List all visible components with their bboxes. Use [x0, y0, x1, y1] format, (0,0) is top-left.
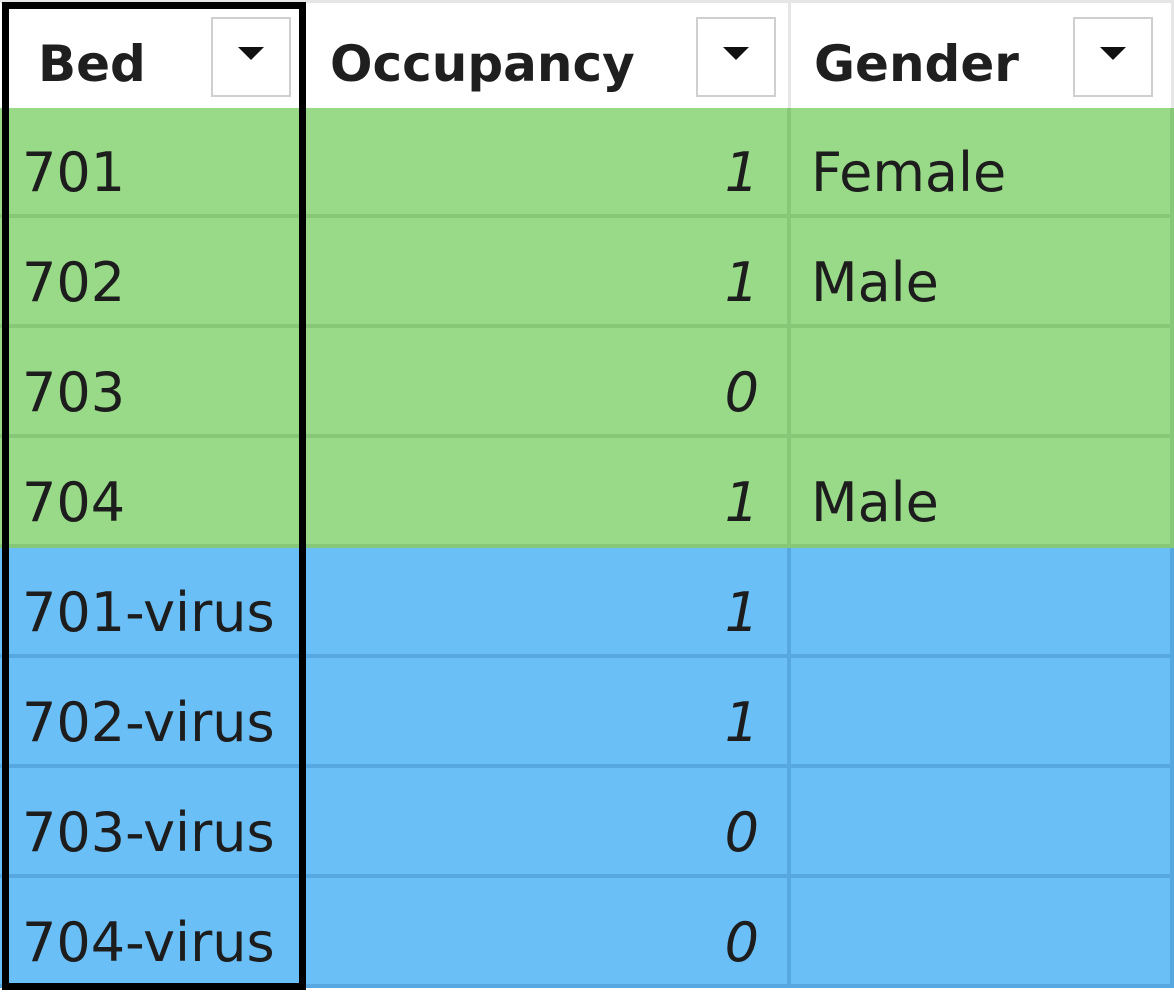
column-header-bed-label: Bed: [38, 35, 146, 93]
bed-cell[interactable]: 702: [0, 218, 305, 328]
occupancy-cell[interactable]: 0: [305, 328, 791, 438]
gender-filter-button[interactable]: [1073, 17, 1153, 97]
bed-value: 703-virus: [22, 801, 275, 864]
occupancy-cell[interactable]: 1: [305, 658, 791, 768]
column-header-gender[interactable]: Gender: [791, 0, 1174, 108]
gender-value: Male: [811, 251, 939, 314]
dropdown-triangle-icon: [1100, 47, 1126, 60]
occupancy-value: 1: [724, 691, 759, 754]
gender-value: Female: [811, 141, 1007, 204]
bed-cell[interactable]: 704: [0, 438, 305, 548]
bed-cell[interactable]: 703: [0, 328, 305, 438]
dropdown-triangle-icon: [723, 47, 749, 60]
gender-cell[interactable]: [791, 658, 1174, 768]
gender-cell[interactable]: [791, 878, 1174, 988]
column-header-gender-label: Gender: [814, 35, 1019, 93]
occupancy-cell[interactable]: 1: [305, 548, 791, 658]
occupancy-cell[interactable]: 1: [305, 108, 791, 218]
gender-cell[interactable]: Male: [791, 438, 1174, 548]
occupancy-value: 1: [724, 141, 759, 204]
occupancy-value: 0: [724, 361, 759, 424]
occupancy-value: 0: [724, 801, 759, 864]
occupancy-value: 1: [724, 471, 759, 534]
bed-cell[interactable]: 701-virus: [0, 548, 305, 658]
bed-value: 702: [22, 251, 126, 314]
bed-value: 701-virus: [22, 581, 275, 644]
bed-cell[interactable]: 704-virus: [0, 878, 305, 988]
bed-value: 704-virus: [22, 911, 275, 974]
bed-value: 701: [22, 141, 126, 204]
bed-cell[interactable]: 702-virus: [0, 658, 305, 768]
column-header-occupancy-label: Occupancy: [330, 35, 635, 93]
occupancy-cell[interactable]: 1: [305, 438, 791, 548]
gender-cell[interactable]: Male: [791, 218, 1174, 328]
occupancy-cell[interactable]: 0: [305, 768, 791, 878]
occupancy-value: 1: [724, 581, 759, 644]
occupancy-cell[interactable]: 0: [305, 878, 791, 988]
bed-cell[interactable]: 701: [0, 108, 305, 218]
column-header-occupancy[interactable]: Occupancy: [305, 0, 791, 108]
column-header-bed[interactable]: Bed: [0, 0, 305, 108]
occupancy-value: 0: [724, 911, 759, 974]
gender-cell[interactable]: [791, 768, 1174, 878]
occupancy-filter-button[interactable]: [696, 17, 776, 97]
bed-value: 702-virus: [22, 691, 275, 754]
bed-filter-button[interactable]: [211, 17, 291, 97]
occupancy-value: 1: [724, 251, 759, 314]
bed-value: 703: [22, 361, 126, 424]
gender-value: Male: [811, 471, 939, 534]
dropdown-triangle-icon: [238, 47, 264, 60]
bed-value: 704: [22, 471, 126, 534]
occupancy-cell[interactable]: 1: [305, 218, 791, 328]
gender-cell[interactable]: Female: [791, 108, 1174, 218]
gender-cell[interactable]: [791, 328, 1174, 438]
gender-cell[interactable]: [791, 548, 1174, 658]
bed-cell[interactable]: 703-virus: [0, 768, 305, 878]
